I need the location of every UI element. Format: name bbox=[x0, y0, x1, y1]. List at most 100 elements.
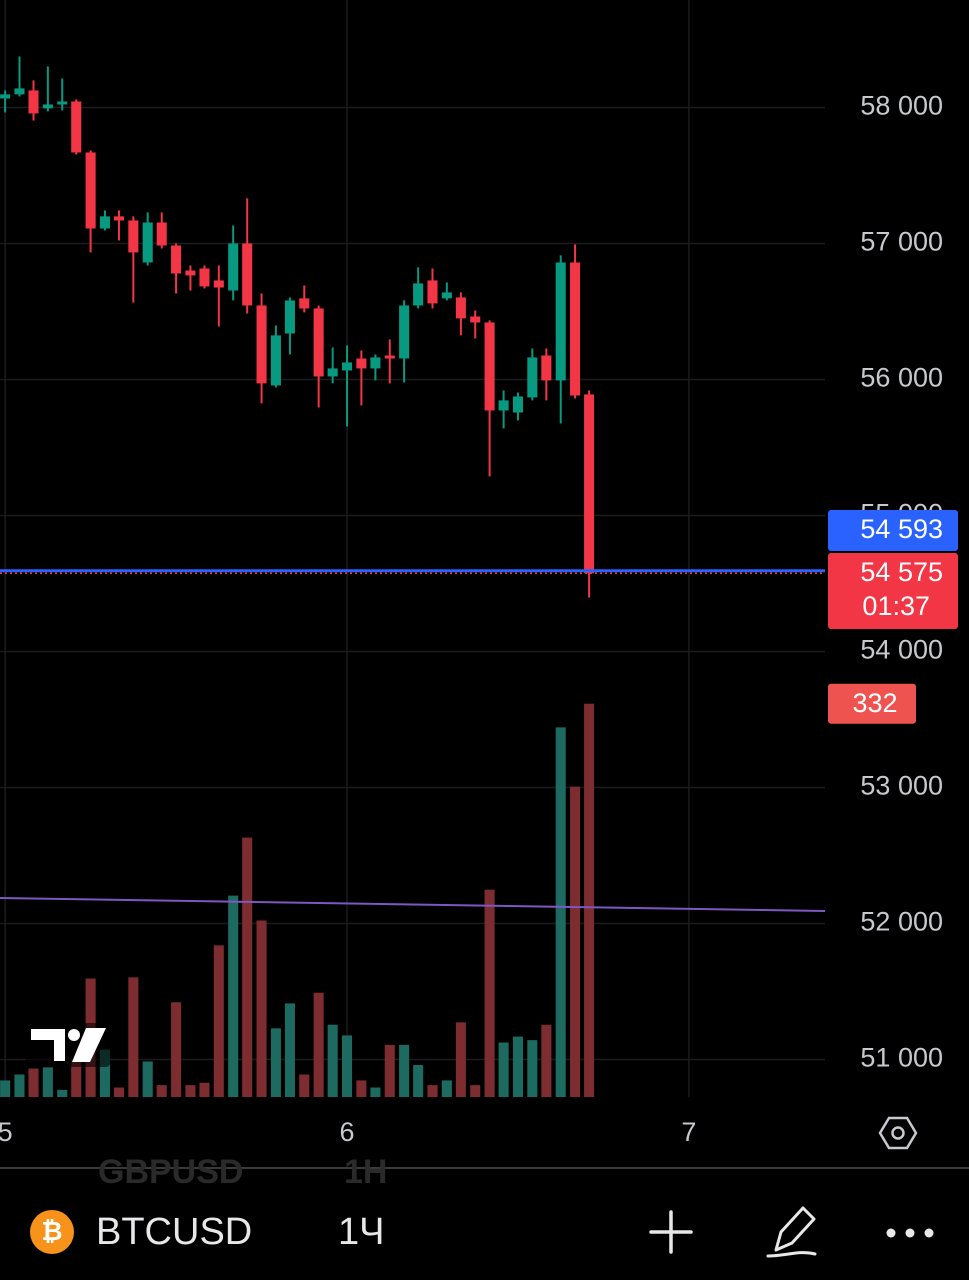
candle-body bbox=[228, 243, 239, 291]
candle-body bbox=[185, 270, 196, 276]
volume-bar bbox=[356, 1080, 367, 1097]
volume-bar bbox=[512, 1036, 524, 1097]
candle-body bbox=[356, 358, 367, 369]
candle-body bbox=[0, 94, 11, 99]
volume-bar bbox=[470, 1085, 481, 1097]
candle-body bbox=[484, 322, 495, 411]
volume-bar bbox=[185, 1085, 196, 1097]
candle-body bbox=[71, 101, 82, 153]
price-label: 54 593 bbox=[860, 514, 943, 544]
candle-body bbox=[42, 104, 53, 109]
y-tick-label: 58 000 bbox=[860, 91, 943, 121]
interval[interactable]: 1Ч bbox=[338, 1211, 384, 1253]
candle-body bbox=[128, 220, 139, 253]
symbol[interactable]: BTCUSD bbox=[96, 1211, 252, 1253]
candle-body bbox=[57, 101, 68, 105]
candle-body bbox=[14, 88, 25, 95]
candle-body bbox=[28, 90, 39, 114]
x-tick-label: 6 bbox=[340, 1117, 355, 1147]
candles bbox=[0, 56, 595, 598]
volume-bar bbox=[584, 703, 595, 1097]
y-tick-label: 53 000 bbox=[860, 771, 943, 801]
countdown: 01:37 bbox=[862, 591, 930, 621]
volume-bar bbox=[0, 1080, 11, 1097]
volume-bar bbox=[570, 786, 581, 1097]
volume-bar bbox=[299, 1074, 310, 1097]
more-button[interactable] bbox=[886, 1228, 934, 1238]
candle-body bbox=[327, 368, 338, 377]
volume-bar bbox=[199, 1082, 210, 1097]
candle-body bbox=[171, 245, 182, 274]
volume-bar bbox=[113, 1087, 125, 1097]
candle-body bbox=[370, 357, 381, 369]
volume-bar bbox=[555, 727, 566, 1097]
x-tick-label: 5 bbox=[0, 1117, 13, 1147]
volume-bar bbox=[484, 889, 495, 1097]
candle-body bbox=[570, 262, 581, 396]
candle-body bbox=[99, 216, 110, 229]
volume-bar bbox=[42, 1067, 53, 1097]
candle-body bbox=[342, 362, 353, 371]
candle-body bbox=[156, 222, 167, 246]
volume-label-box bbox=[828, 683, 916, 724]
candle-body bbox=[242, 243, 253, 306]
price-label-box bbox=[828, 553, 958, 629]
candle-body bbox=[413, 283, 424, 306]
volume-bar bbox=[541, 1024, 552, 1097]
volume-bar bbox=[384, 1044, 395, 1097]
volume-bar bbox=[370, 1087, 381, 1097]
volume-bar bbox=[313, 992, 324, 1097]
draw-button[interactable] bbox=[766, 1206, 817, 1258]
candle-body bbox=[541, 355, 552, 381]
candle-body bbox=[455, 297, 466, 319]
volume-bar bbox=[527, 1040, 538, 1097]
x-tick-label: 7 bbox=[681, 1117, 696, 1147]
bitcoin-icon bbox=[30, 1210, 74, 1254]
candle-body bbox=[512, 396, 524, 413]
volume-bar bbox=[128, 977, 139, 1097]
volume-bar bbox=[171, 1002, 182, 1097]
y-tick-label: 51 000 bbox=[860, 1043, 943, 1073]
faded-interval: 1H bbox=[344, 1153, 387, 1191]
volume-bar bbox=[284, 1003, 295, 1097]
volume-bar bbox=[14, 1074, 25, 1097]
price-label-box bbox=[828, 510, 958, 551]
y-tick-label: 54 000 bbox=[860, 635, 943, 665]
candle-body bbox=[256, 305, 267, 384]
candle-body bbox=[313, 308, 324, 377]
volume-bar bbox=[156, 1085, 167, 1097]
faded-symbol: GBPUSD bbox=[98, 1153, 243, 1191]
volume-label: 332 bbox=[852, 688, 897, 718]
add-button[interactable] bbox=[649, 1210, 693, 1254]
volume-bar bbox=[242, 837, 253, 1097]
candle-body bbox=[113, 216, 125, 221]
settings-icon-center bbox=[891, 1126, 905, 1140]
volume-pane bbox=[0, 703, 826, 1097]
bitcoin-glyph: ₿ bbox=[41, 1216, 62, 1246]
volume-ma-line bbox=[0, 896, 826, 913]
candle-body bbox=[527, 357, 538, 398]
volume-bar bbox=[270, 1028, 281, 1097]
volume-bar bbox=[413, 1065, 424, 1097]
volume-bar bbox=[327, 1024, 338, 1097]
candle-body bbox=[441, 292, 452, 299]
volume-bar bbox=[498, 1042, 509, 1097]
candle-body bbox=[555, 262, 566, 381]
volume-bar bbox=[28, 1068, 39, 1097]
volume-bar bbox=[71, 1060, 82, 1097]
candle-body bbox=[299, 298, 310, 309]
settings-icon[interactable] bbox=[878, 1116, 918, 1150]
candle-body bbox=[270, 335, 281, 386]
y-tick-label: 57 000 bbox=[860, 227, 943, 257]
y-tick-label: 56 000 bbox=[860, 363, 943, 393]
candle-body bbox=[384, 355, 395, 359]
candle-body bbox=[584, 394, 595, 574]
candle-body bbox=[399, 305, 410, 359]
y-tick-label: 52 000 bbox=[860, 907, 943, 937]
volume-bar bbox=[99, 1049, 110, 1097]
volume-bar bbox=[455, 1022, 466, 1097]
candle-body bbox=[85, 152, 96, 229]
